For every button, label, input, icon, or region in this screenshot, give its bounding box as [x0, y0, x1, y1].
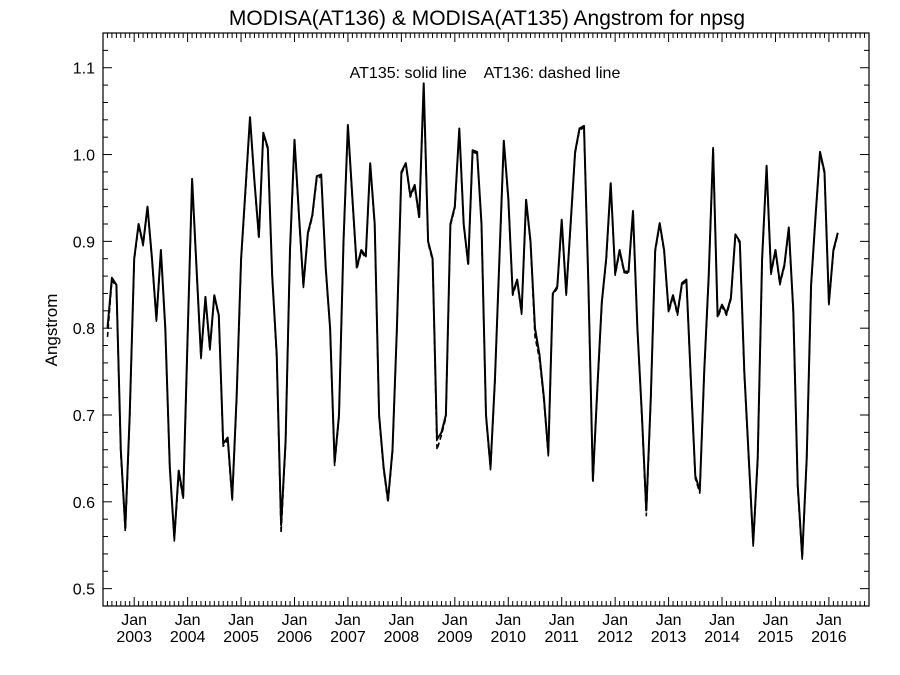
x-tick-year-label: 2011: [545, 629, 580, 646]
y-tick-label: 0.7: [73, 408, 95, 425]
x-tick-month-label: Jan: [816, 612, 842, 629]
x-tick-month-label: Jan: [282, 612, 308, 629]
series-layer: [106, 82, 839, 560]
chart-annotation: AT135: solid line AT136: dashed line: [350, 65, 621, 82]
x-tick-year-label: 2016: [811, 629, 847, 646]
x-tick-year-label: 2012: [597, 629, 633, 646]
x-tick-year-label: 2004: [170, 629, 206, 646]
x-tick-month-label: Jan: [175, 612, 201, 629]
x-tick-year-label: 2010: [490, 629, 526, 646]
x-tick-month-label: Jan: [763, 612, 789, 629]
y-axis: 0.5 0.6 0.7 0.8 0.9 1.0 1.1: [73, 32, 869, 607]
y-tick-label: 0.8: [73, 321, 95, 338]
x-tick-month-label: Jan: [602, 612, 628, 629]
y-axis-label: Angstrom: [42, 294, 61, 367]
x-tick-month-label: Jan: [709, 612, 735, 629]
x-tick-year-label: 2007: [330, 629, 366, 646]
x-tick-month-label: Jan: [121, 612, 147, 629]
x-tick-year-label: 2003: [116, 629, 152, 646]
x-tick-month-label: Jan: [549, 612, 575, 629]
y-tick-label: 1.1: [73, 61, 95, 78]
x-tick-month-label: Jan: [228, 612, 254, 629]
chart-title: MODISA(AT136) & MODISA(AT135) Angstrom f…: [229, 7, 745, 30]
x-axis: Jan2003Jan2004Jan2005Jan2006Jan2007Jan20…: [106, 33, 866, 646]
x-tick-month-label: Jan: [656, 612, 682, 629]
series-line-at136: [106, 86, 839, 560]
x-tick-year-label: 2015: [758, 629, 794, 646]
x-tick-year-label: 2008: [384, 629, 420, 646]
x-tick-year-label: 2009: [437, 629, 473, 646]
x-tick-year-label: 2005: [223, 629, 259, 646]
series-line-at135: [106, 82, 839, 558]
x-tick-month-label: Jan: [388, 612, 414, 629]
x-tick-month-label: Jan: [442, 612, 468, 629]
y-tick-label: 0.5: [73, 582, 95, 599]
x-tick-month-label: Jan: [495, 612, 521, 629]
x-tick-year-label: 2014: [704, 629, 740, 646]
x-tick-month-label: Jan: [335, 612, 361, 629]
y-tick-label: 1.0: [73, 148, 95, 165]
y-tick-label: 0.6: [73, 495, 95, 512]
y-tick-label: 0.9: [73, 234, 95, 251]
x-tick-year-label: 2013: [651, 629, 687, 646]
x-tick-year-label: 2006: [277, 629, 313, 646]
